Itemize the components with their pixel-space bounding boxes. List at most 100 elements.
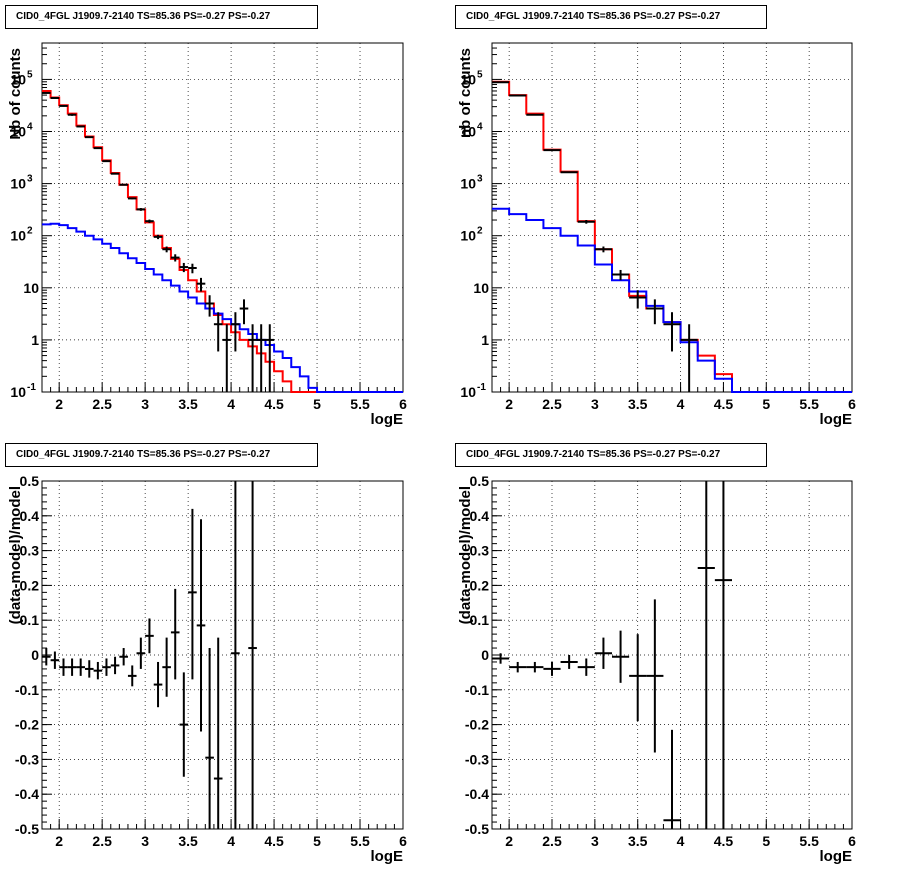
data-point-22 [231,312,240,352]
y-tick-label-10: 0.5 [470,473,490,489]
x-tick-label-2: 3 [141,833,149,849]
data-point-11 [136,208,146,211]
data-point-22 [248,481,257,829]
data-point-3 [67,113,77,116]
y-tick-label-1: 1 [481,332,489,348]
y-axis-title: (data-model)/model [7,486,24,624]
x-tick-label-0: 2 [55,833,63,849]
y-tick-label-5: 10 [10,124,26,140]
x-axis-title: logE [371,411,404,428]
series-line-0 [42,89,403,393]
y-tick-exponent-6: 5 [477,69,483,80]
data-point-19 [205,648,214,829]
data-point-21 [231,481,240,829]
x-tick-label-2: 3 [141,396,149,412]
data-point-5 [577,658,595,676]
y-tick-exponent-6: 5 [27,69,33,80]
x-tick-label-0: 2 [505,833,513,849]
y-tick-label-4: 10 [460,176,476,192]
data-point-11 [697,481,715,829]
y-tick-exponent-4: 3 [477,174,483,185]
y-tick-label-3: 10 [10,228,26,244]
data-point-5 [84,660,94,678]
x-tick-label-3: 3.5 [628,833,648,849]
x-tick-label-7: 5.5 [350,396,370,412]
data-point-10 [127,197,137,200]
y-tick-label-1: 1 [31,332,39,348]
x-tick-label-7: 5.5 [350,833,370,849]
y-tick-label-1: -0.4 [465,786,489,802]
x-tick-label-4: 4 [227,833,235,849]
y-tick-label-10: 0.5 [20,473,40,489]
data-point-8 [629,290,647,309]
y-tick-label-2: 10 [473,280,489,296]
x-axis-title: logE [820,848,853,865]
data-point-6 [93,147,103,150]
y-tick-label-2: -0.3 [15,751,39,767]
data-point-14 [162,637,171,697]
y-tick-exponent-5: 4 [477,122,483,133]
y-tick-label-0: 10 [460,384,476,400]
data-point-7 [612,269,630,281]
data-point-9 [119,648,128,666]
x-tick-label-4: 4 [227,396,235,412]
data-point-8 [110,172,120,175]
x-tick-label-0: 2 [55,396,63,412]
x-tick-label-7: 5.5 [799,833,819,849]
y-tick-label-2: 10 [23,280,39,296]
data-point-2 [526,661,544,673]
data-point-4 [560,655,578,669]
data-point-6 [594,637,612,669]
y-tick-exponent-5: 4 [27,122,33,133]
data-point-8 [110,656,120,675]
panel-title-2: CID0_4FGL J1909.7-2140 TS=85.36 PS=-0.27… [5,443,318,467]
y-tick-label-9: 0.4 [470,508,490,524]
data-point-5 [577,220,595,224]
data-point-13 [153,661,163,708]
x-axis-title: logE [820,411,853,428]
x-tick-label-6: 5 [762,833,770,849]
series-line-1 [42,222,403,393]
data-point-4 [76,125,85,128]
x-tick-label-5: 4.5 [264,396,284,412]
y-tick-label-6: 10 [460,71,476,87]
y-tick-exponent-0: -1 [27,382,36,393]
x-tick-label-6: 5 [313,833,321,849]
data-point-1 [509,661,527,673]
x-tick-label-5: 4.5 [264,833,284,849]
x-tick-label-5: 4.5 [714,396,734,412]
data-point-26 [265,324,275,392]
data-point-23 [239,299,249,325]
data-point-13 [153,234,163,240]
x-tick-label-2: 3 [591,396,599,412]
x-tick-label-8: 6 [399,396,407,412]
y-tick-label-8: 0.3 [20,543,40,559]
data-point-4 [76,658,85,676]
x-tick-label-2: 3 [591,833,599,849]
x-tick-label-1: 2.5 [92,833,112,849]
data-point-12 [714,481,732,829]
data-point-20 [213,312,223,352]
y-tick-label-8: 0.3 [470,543,490,559]
data-point-24 [248,324,257,392]
x-tick-label-3: 3.5 [178,833,198,849]
data-point-7 [612,630,630,683]
data-point-10 [663,312,681,352]
x-tick-label-1: 2.5 [92,396,112,412]
data-point-6 [594,246,612,253]
x-tick-label-1: 2.5 [542,833,562,849]
data-point-18 [196,519,206,732]
data-point-11 [136,637,146,669]
y-tick-label-0: -0.5 [15,821,39,837]
panel-title-1: CID0_4FGL J1909.7-2140 TS=85.36 PS=-0.27… [455,5,767,29]
data-point-21 [222,324,232,392]
x-tick-label-6: 5 [313,396,321,412]
data-point-0 [42,648,51,666]
data-point-18 [196,277,206,292]
y-tick-label-4: -0.1 [15,682,39,698]
y-tick-exponent-3: 2 [27,226,33,237]
y-tick-label-2: -0.3 [465,751,489,767]
data-point-3 [543,661,561,676]
